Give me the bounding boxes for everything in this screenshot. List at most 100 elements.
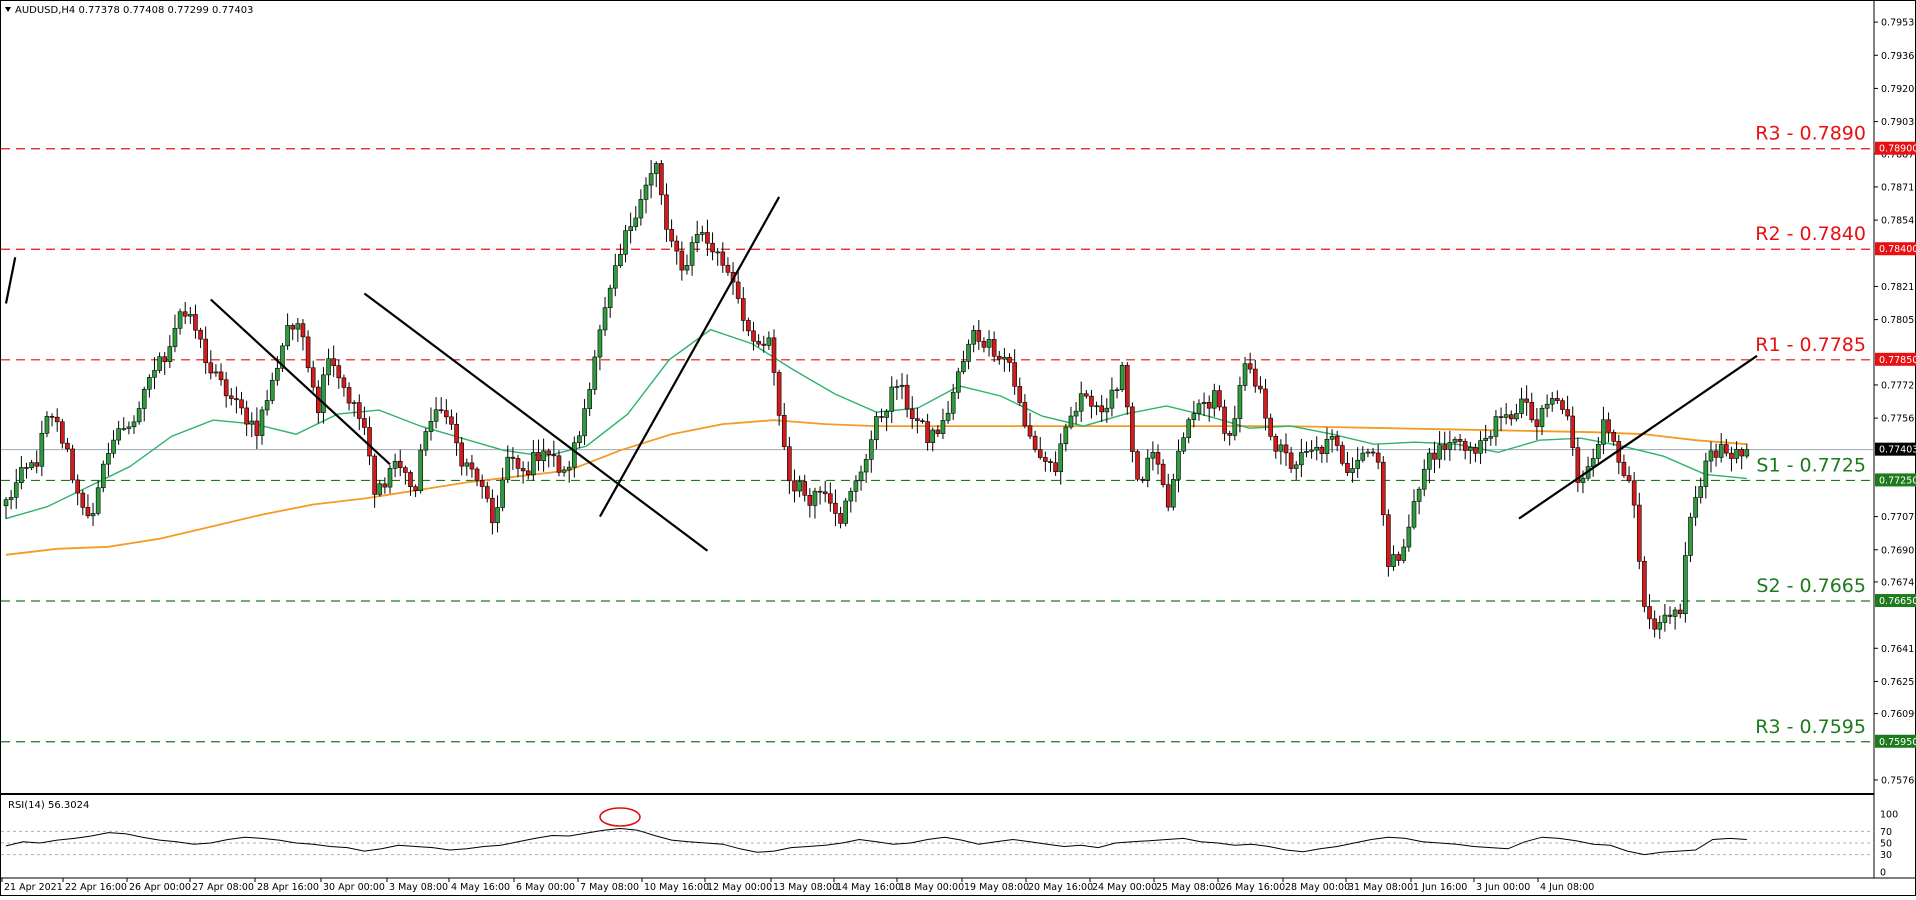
candle-bear [1432, 452, 1437, 460]
candle-bull [1693, 497, 1698, 518]
time-tick-label: 13 May 08:00 [773, 882, 838, 893]
candle-bear [1555, 398, 1560, 401]
candle-bear [1084, 393, 1089, 397]
candle-bull [612, 265, 618, 289]
candle-bear [336, 365, 342, 379]
collapse-triangle-icon[interactable] [5, 7, 11, 12]
price-tick-label: 0.76415 [1881, 644, 1916, 655]
candle-bear [198, 329, 203, 340]
candle-bear [720, 251, 726, 266]
candle-bear [740, 298, 746, 321]
candle-bear [705, 232, 710, 244]
time-tick-label: 3 Jun 00:00 [1476, 882, 1530, 893]
candle-bear [991, 339, 997, 357]
candle-bull [188, 314, 193, 317]
candle-bear [203, 338, 208, 364]
candle-bull [326, 358, 331, 376]
candle-bull [1703, 460, 1709, 487]
candle-bull [1304, 451, 1309, 453]
candle-bull [121, 428, 127, 430]
candle-bull [280, 345, 285, 369]
candle-bull [1181, 437, 1186, 452]
candle-bull [715, 251, 720, 254]
level-label: R1 - 0.7785 [1755, 334, 1866, 356]
candle-bear [822, 491, 828, 495]
candle-bull [1514, 413, 1519, 420]
candle-bear [515, 458, 521, 469]
candle-bear [162, 356, 168, 363]
candle-bull [3, 499, 9, 507]
candle-bull [19, 467, 24, 484]
candle-bear [75, 479, 80, 494]
level-price-badge [1875, 734, 1916, 748]
candle-bull [945, 412, 951, 421]
candle-bear [1053, 462, 1058, 473]
candle-bear [34, 462, 40, 467]
candle-bull [577, 435, 582, 444]
candle-bear [787, 446, 792, 482]
candle-bull [1421, 468, 1427, 490]
candle-bull [868, 439, 874, 460]
candle-bear [182, 311, 188, 317]
candle-bear [817, 490, 823, 493]
candle-bull [1324, 438, 1330, 455]
candle-bear [1713, 450, 1719, 458]
candle-bull [1601, 419, 1606, 445]
candle-bear [474, 468, 480, 481]
candle-bull [1478, 440, 1483, 454]
candle-bull [541, 450, 546, 462]
candle-bear [1048, 461, 1053, 464]
candle-bull [638, 199, 644, 219]
current-price-badge-label: 0.77403 [1879, 445, 1916, 456]
candle-bull [1744, 449, 1750, 457]
trend-line [363, 292, 709, 552]
rsi-line [5, 827, 1747, 856]
candle-bear [1130, 406, 1135, 452]
candle-bear [756, 340, 761, 345]
candle-bear [659, 163, 664, 196]
candle-bear [1677, 609, 1683, 614]
candle-bull [694, 234, 700, 243]
candle-bear [1135, 451, 1140, 480]
candle-bull [1191, 413, 1197, 420]
candle-bear [1227, 433, 1232, 436]
candle-bear [1611, 431, 1616, 442]
candle-bull [1242, 363, 1248, 386]
candle-bear [193, 314, 198, 331]
candle-bear [679, 250, 685, 271]
candle-bull [1329, 436, 1335, 440]
candle-bull [1150, 452, 1156, 459]
candle-bull [172, 327, 178, 347]
candle-bear [1621, 461, 1627, 476]
candle-bear [1099, 405, 1104, 413]
time-tick-label: 12 May 00:00 [707, 882, 772, 893]
candle-bull [689, 242, 695, 266]
candle-bull [561, 469, 567, 473]
candle-bear [1273, 436, 1279, 452]
time-tick-label: 26 May 16:00 [1220, 882, 1285, 893]
candle-bear [1027, 425, 1033, 437]
candle-bear [1508, 414, 1514, 420]
candle-bear [1739, 449, 1744, 457]
candle-bull [587, 389, 592, 409]
candle-bear [1375, 452, 1381, 463]
candle-bull [1708, 450, 1714, 462]
candle-bull [889, 386, 895, 412]
candle-bull [321, 374, 326, 413]
candle-bull [1427, 452, 1432, 470]
candle-bull [177, 311, 183, 329]
level-price-badge-label: 0.77250 [1879, 475, 1916, 486]
candle-bear [1252, 368, 1258, 387]
candle-bull [899, 384, 905, 387]
candle-bull [147, 377, 152, 390]
time-tick-label: 24 May 00:00 [1092, 882, 1157, 893]
time-tick-label: 28 May 00:00 [1285, 882, 1350, 893]
candle-bull [1176, 450, 1181, 480]
candle-bear [525, 470, 531, 476]
candle-bear [981, 341, 987, 348]
candle-bull [249, 420, 255, 425]
candle-bear [510, 456, 516, 459]
